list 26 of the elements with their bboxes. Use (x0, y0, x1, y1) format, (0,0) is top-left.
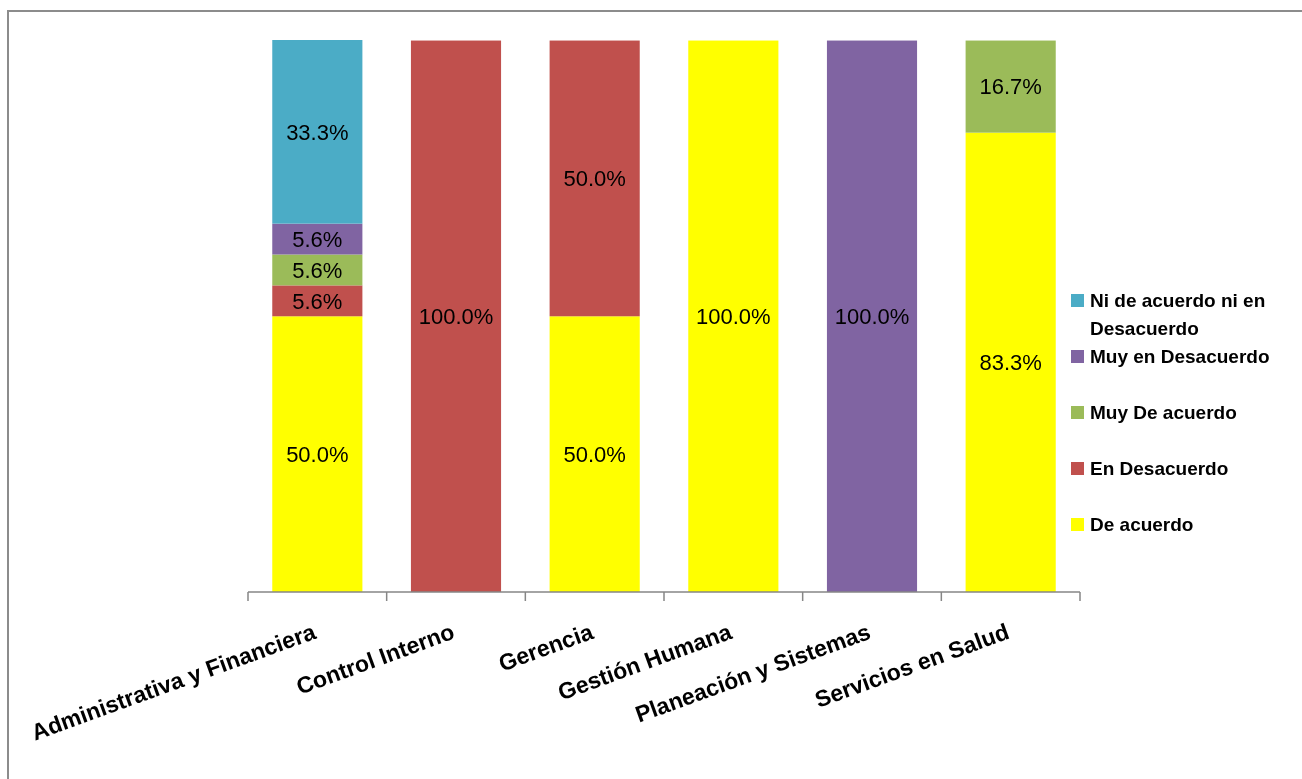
bar (965, 40, 1056, 133)
bar (688, 40, 779, 592)
bar (272, 40, 363, 224)
data-label: 100.0% (696, 303, 771, 329)
legend-label: Muy De acuerdo (1090, 401, 1237, 423)
bar (272, 316, 363, 592)
legend-label: En Desacuerdo (1090, 457, 1229, 479)
bar (549, 40, 640, 317)
legend-label: Ni de acuerdo ni en Desacuerdo (1090, 289, 1266, 339)
data-label: 50.0% (286, 441, 349, 467)
data-label: 5.6% (292, 257, 343, 283)
data-label: 100.0% (834, 303, 910, 329)
data-label: 33.3% (286, 119, 349, 145)
bar (410, 40, 502, 592)
data-label: 5.6% (292, 226, 343, 252)
legend-label: Muy en Desacuerdo (1090, 345, 1270, 367)
bar (826, 40, 918, 592)
data-label: 50.0% (563, 441, 626, 467)
bar (549, 316, 640, 592)
data-label: 16.7% (979, 74, 1042, 100)
data-label: 100.0% (418, 303, 494, 329)
data-label: 50.0% (563, 166, 626, 192)
bar (965, 132, 1056, 592)
legend-label: De acuerdo (1090, 513, 1194, 535)
data-label: 83.3% (979, 350, 1042, 376)
data-label: 5.6% (292, 288, 343, 314)
